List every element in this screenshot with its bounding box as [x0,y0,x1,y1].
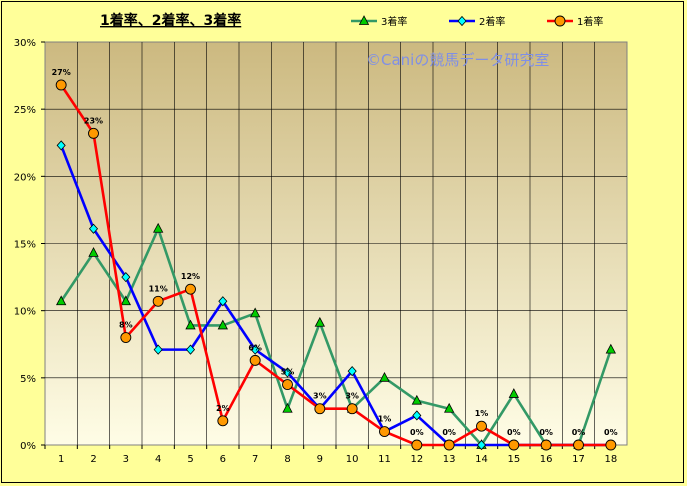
data-point-2 [56,140,66,151]
data-label: 0% [507,428,521,437]
data-point-3 [249,354,261,366]
data-point-2 [347,366,357,377]
data-point-3 [411,439,423,451]
x-tick-label: 12 [410,454,423,465]
data-point-3 [476,420,487,432]
data-point-2 [412,410,422,421]
data-point-3 [573,439,584,451]
data-point-1 [411,394,422,405]
y-tick-label: 0% [20,441,36,452]
data-label: 6% [248,343,262,352]
data-point-3 [508,439,520,451]
data-label: 3% [345,392,359,401]
data-label: 5% [281,368,295,377]
data-point-3 [120,332,132,343]
data-label: 1% [378,415,392,424]
data-point-2 [185,344,196,355]
data-point-1 [88,247,99,257]
data-point-1 [250,307,261,318]
data-point-1 [153,222,164,233]
legend: 3着率 2着率 1着率 [351,15,603,28]
data-point-3 [217,415,229,427]
data-point-1 [120,295,131,306]
data-point-2 [121,271,131,283]
data-point-1 [444,402,455,413]
data-label: 12% [181,272,200,281]
data-point-1 [605,343,616,354]
series-line-1 [60,227,613,447]
x-tick-label: 5 [187,454,193,465]
data-label: 0% [410,428,424,437]
legend-label: 1着率 [577,15,603,28]
data-point-3 [55,79,67,91]
data-point-3 [152,295,164,307]
data-label: 1% [475,409,489,418]
data-point-2 [282,367,293,378]
data-point-2 [88,223,99,234]
x-tick-label: 7 [252,454,258,465]
y-tick-label: 15% [14,240,36,251]
legend-label: 2着率 [479,15,505,28]
x-tick-label: 11 [378,454,391,465]
legend-label: 3着率 [381,15,407,28]
data-point-1 [379,371,390,382]
x-tick-label: 17 [572,454,585,465]
x-tick-label: 8 [284,454,290,465]
data-point-3 [282,379,293,390]
data-point-2 [218,296,228,307]
data-label: 27% [52,68,71,77]
data-point-3 [185,283,196,295]
data-point-1 [217,319,228,330]
x-tick-label: 2 [90,454,96,465]
legend-marker [358,15,370,25]
data-label: 3% [313,392,327,401]
x-tick-label: 16 [540,454,553,465]
data-point-1 [508,388,519,398]
data-point-3 [540,439,552,451]
x-tick-label: 4 [155,454,161,465]
x-tick-label: 9 [317,454,323,465]
x-tick-label: 10 [346,454,359,465]
data-point-1 [282,402,293,413]
data-label: 0% [572,428,586,437]
x-tick-label: 13 [443,454,456,465]
x-tick-label: 1 [58,454,64,465]
data-point-1 [314,316,325,327]
x-tick-label: 6 [220,454,226,465]
data-point-3 [314,403,326,415]
data-label: 8% [119,321,133,330]
y-tick-label: 10% [14,307,36,318]
x-tick-label: 14 [475,454,488,465]
data-point-3 [379,426,390,438]
legend-marker [457,15,467,27]
y-tick-label: 20% [14,172,36,183]
data-point-3 [346,403,358,415]
y-tick-label: 5% [20,374,36,385]
y-tick-label: 25% [14,105,36,116]
data-label: 0% [604,428,618,437]
data-point-3 [605,439,617,451]
data-point-3 [443,439,455,451]
y-tick-label: 30% [14,38,36,49]
data-label: 23% [84,116,103,125]
data-label: 2% [216,404,230,413]
legend-marker [554,15,566,27]
data-point-2 [250,344,260,355]
watermark: ©Caniの競馬データ研究室 [366,51,549,69]
x-tick-label: 15 [507,454,520,465]
chart-title: 1着率、2着率、3着率 [100,12,241,29]
x-tick-label: 3 [123,454,129,465]
data-label: 0% [442,428,456,437]
data-point-2 [153,344,163,355]
data-label: 0% [539,428,553,437]
data-point-1 [185,319,196,330]
data-label: 11% [149,284,168,293]
data-point-3 [88,127,99,139]
data-point-2 [476,439,487,451]
data-point-1 [56,295,67,306]
x-tick-label: 18 [604,454,617,465]
